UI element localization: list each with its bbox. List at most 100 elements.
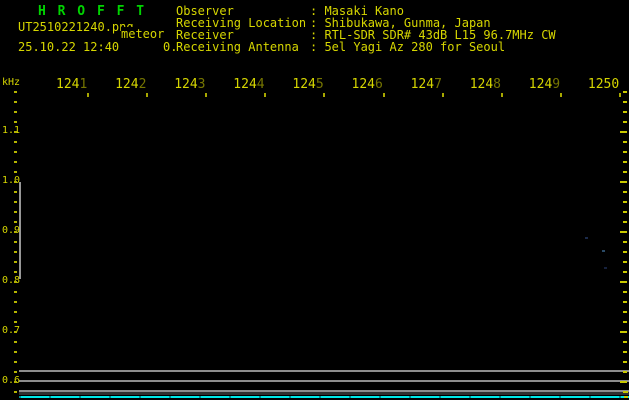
khz-axis-label: kHz [2, 77, 21, 88]
freq-tick-mark [14, 391, 17, 393]
freq-tick-mark [620, 281, 627, 283]
freq-tick-mark [14, 231, 17, 233]
level-grid-line [19, 390, 629, 392]
freq-tick-mark [623, 111, 627, 113]
freq-tick-mark [623, 171, 627, 173]
activity-bar-notch [259, 396, 261, 398]
freq-label: 1.1 [2, 125, 21, 136]
time-label: 1249 [528, 77, 561, 92]
noise-speck [585, 237, 588, 239]
freq-tick-mark [623, 301, 627, 303]
activity-bar-notch [349, 396, 351, 398]
freq-label: 0.8 [2, 275, 21, 286]
activity-bar-notch [319, 396, 321, 398]
minute-tick-mark [559, 93, 562, 97]
edge-tick-mark [624, 396, 628, 398]
noise-speck [604, 267, 607, 269]
activity-bar-notch [19, 396, 21, 398]
obs-value: : 5el Yagi Az 280 for Seoul [310, 40, 506, 54]
activity-bar-notch [469, 396, 471, 398]
level-grid-line [19, 380, 629, 382]
freq-tick-mark [14, 361, 17, 363]
freq-tick-mark [14, 221, 17, 223]
obs-value: : RTL-SDR SDR# 43dB L15 96.7MHz CW [310, 28, 556, 42]
freq-tick-mark [620, 181, 627, 183]
activity-bar-notch [139, 396, 141, 398]
calibration-line [19, 182, 21, 279]
activity-bar-notch [109, 396, 111, 398]
freq-tick-mark [14, 371, 17, 373]
time-label: 1245 [292, 77, 324, 92]
minute-tick-mark [382, 93, 385, 97]
mode-label: meteor [121, 27, 165, 41]
obs-label: Receiving Antenna [176, 40, 299, 54]
datetime-label: 25.10.22 12:40 [18, 40, 120, 54]
freq-tick-mark [623, 351, 627, 353]
time-label: 1248 [469, 77, 501, 92]
freq-label: 0.9 [2, 225, 21, 236]
freq-tick-mark [14, 291, 17, 293]
app-title: H R O F F T [38, 4, 147, 19]
freq-tick-mark [623, 121, 627, 123]
freq-tick-mark [623, 291, 627, 293]
filename-label: UT2510221240.png [18, 20, 134, 34]
freq-tick-mark [623, 151, 627, 153]
minute-tick-mark [87, 93, 89, 97]
freq-tick-mark [14, 101, 17, 103]
freq-tick-mark [623, 161, 627, 163]
time-label: 1247 [410, 77, 442, 92]
noise-speck [602, 250, 605, 252]
activity-bar-notch [79, 396, 81, 398]
freq-tick-mark [14, 111, 17, 113]
activity-bar [19, 396, 629, 398]
freq-tick-mark [623, 101, 627, 103]
minute-tick-mark [323, 93, 326, 97]
freq-tick-mark [623, 141, 627, 143]
freq-tick-mark [14, 201, 17, 203]
obs-label: Observer [176, 4, 234, 18]
freq-tick-mark [14, 261, 17, 263]
activity-bar-notch [529, 396, 531, 398]
freq-tick-mark [623, 311, 627, 313]
freq-tick-mark [620, 131, 627, 133]
minute-tick-mark [618, 93, 621, 97]
minute-tick-mark [146, 93, 149, 97]
activity-bar-notch [589, 396, 591, 398]
activity-bar-notch [199, 396, 201, 398]
freq-tick-mark [623, 251, 627, 253]
freq-tick-mark [14, 151, 17, 153]
freq-tick-mark [14, 321, 17, 323]
freq-label: 1.0 [2, 175, 21, 186]
activity-bar-notch [229, 396, 231, 398]
freq-tick-mark [623, 341, 627, 343]
activity-bar-notch [169, 396, 171, 398]
freq-tick-mark [14, 311, 17, 313]
freq-tick-mark [620, 381, 627, 383]
activity-bar-notch [49, 396, 51, 398]
time-label: 1243 [174, 77, 206, 92]
freq-tick-mark [14, 301, 17, 303]
freq-tick-mark [623, 261, 627, 263]
activity-bar-notch [619, 396, 621, 398]
freq-tick-mark [14, 181, 17, 183]
freq-label: 0.7 [2, 325, 21, 336]
freq-tick-mark [14, 381, 17, 383]
freq-tick-mark [14, 141, 17, 143]
time-label: 1250 [587, 77, 620, 92]
freq-tick-mark [14, 241, 17, 243]
level-grid-line [19, 370, 629, 372]
freq-tick-mark [620, 231, 627, 233]
freq-tick-mark [623, 201, 627, 203]
freq-tick-mark [623, 391, 627, 393]
minute-tick-mark [500, 93, 503, 97]
activity-bar-notch [559, 396, 561, 398]
freq-tick-mark [623, 191, 627, 193]
freq-tick-mark [14, 341, 17, 343]
freq-tick-mark [14, 191, 17, 193]
freq-tick-mark [14, 271, 17, 273]
obs-value: : Shibukawa, Gunma, Japan [310, 16, 491, 30]
freq-tick-mark [623, 321, 627, 323]
obs-label: Receiving Location [176, 16, 307, 30]
freq-tick-mark [14, 121, 17, 123]
